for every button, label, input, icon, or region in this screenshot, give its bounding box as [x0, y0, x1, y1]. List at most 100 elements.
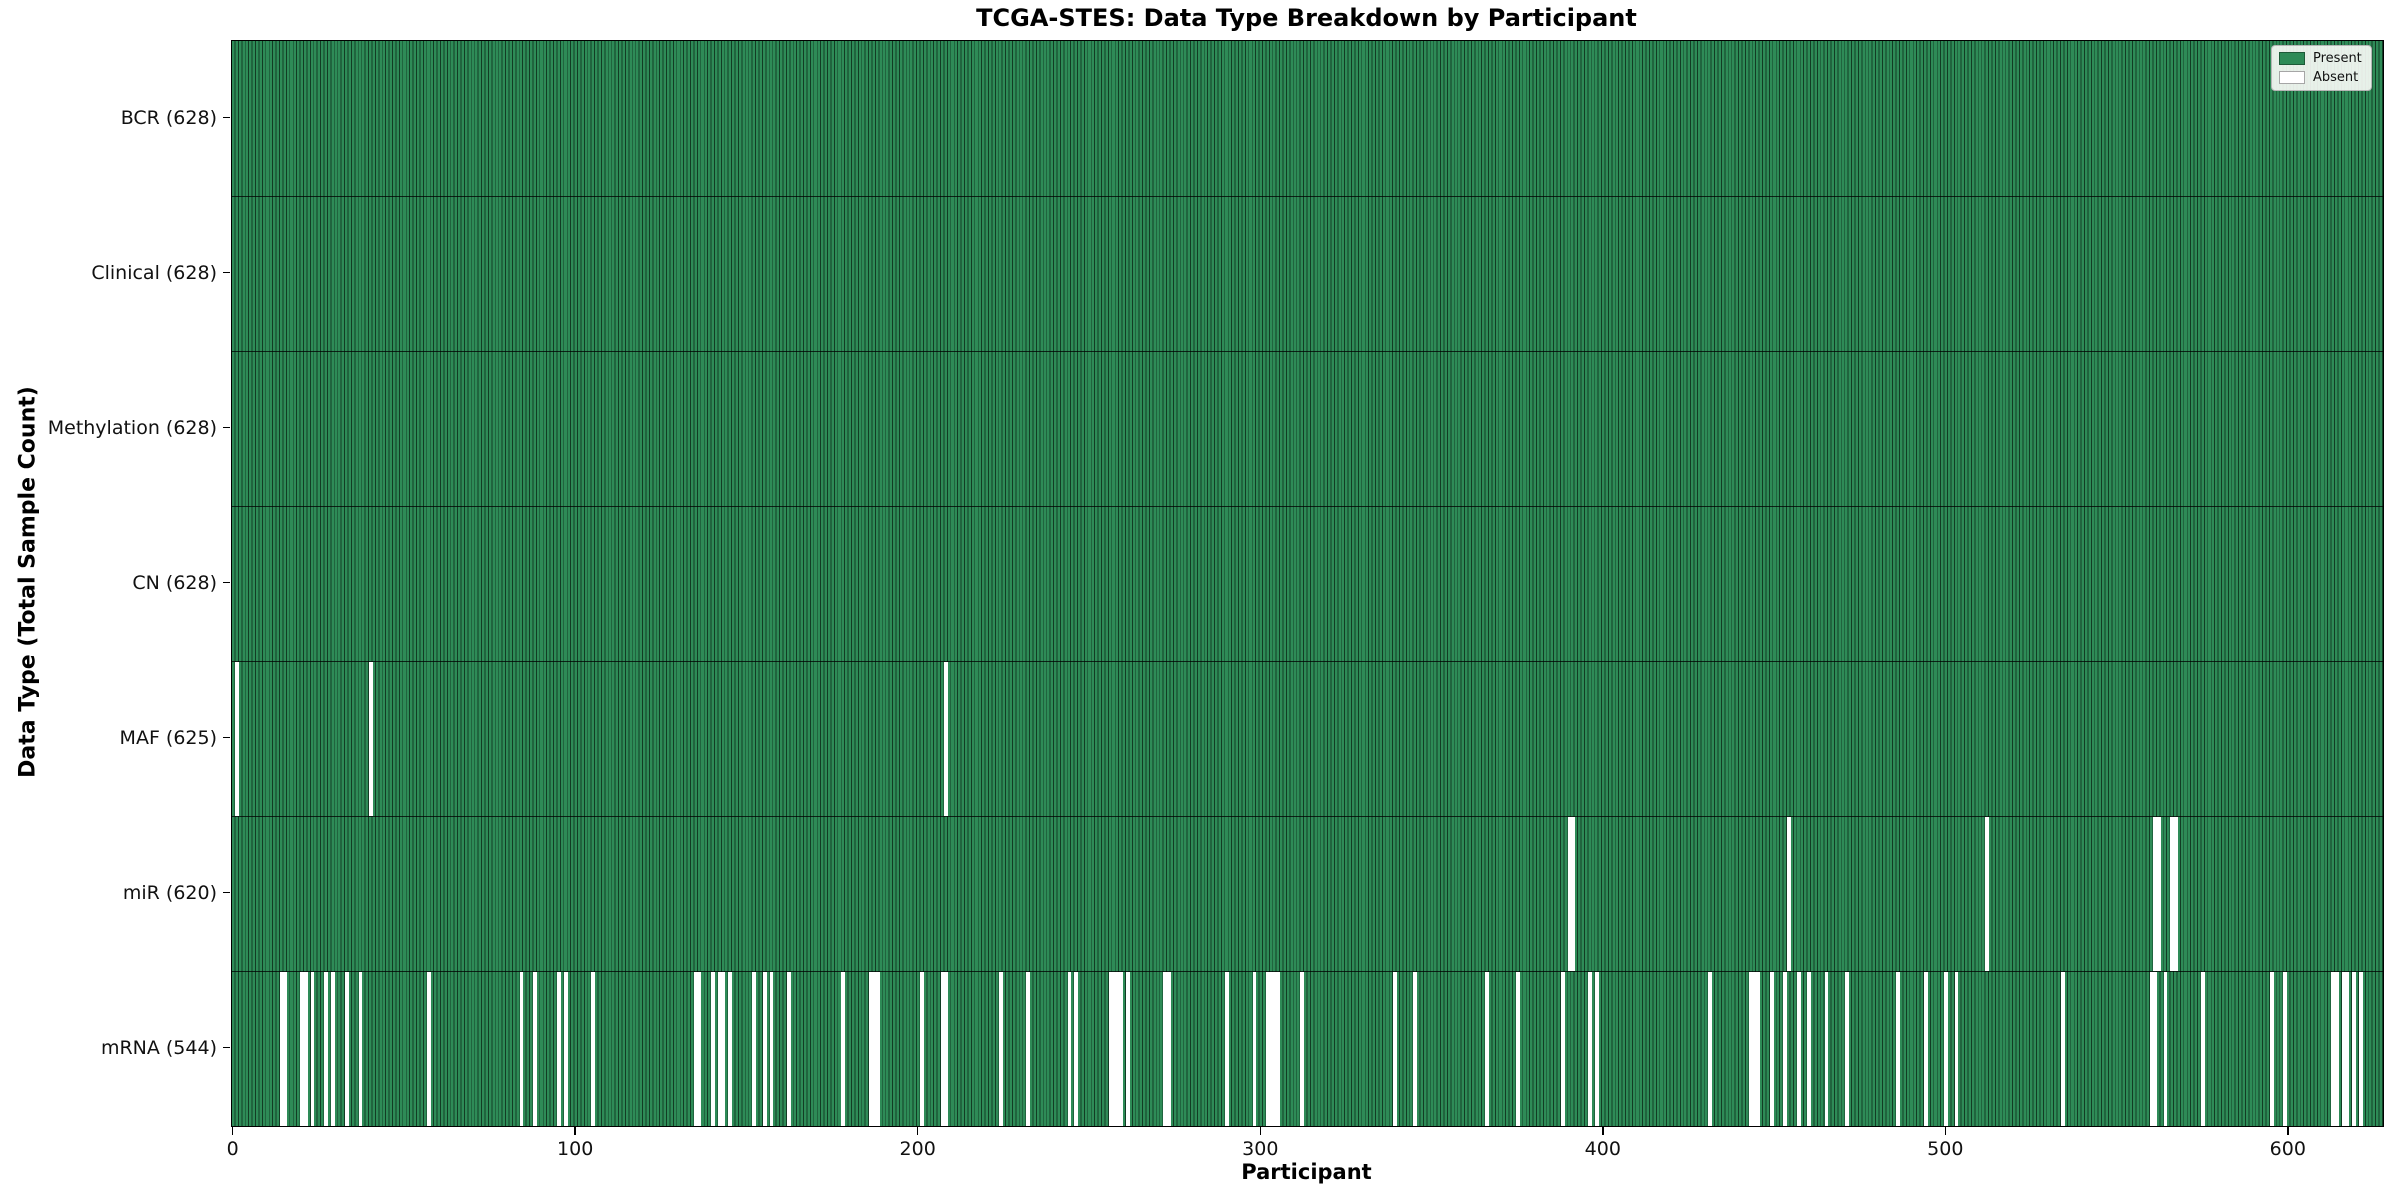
absent-stripe [1595, 972, 1599, 1126]
absent-stripe [1807, 972, 1812, 1126]
absent-stripe [920, 972, 925, 1126]
absent-stripe [1269, 972, 1274, 1126]
row-band-mir [232, 816, 2383, 971]
absent-stripe [1954, 972, 1959, 1126]
absent-stripe [2269, 972, 2274, 1126]
absent-stripe [752, 972, 757, 1126]
y-tick-label: Clinical (628) [91, 261, 217, 284]
absent-stripe [1067, 972, 1072, 1126]
x-tick-label: 400 [1584, 1138, 1621, 1160]
absent-stripe [1769, 972, 1774, 1126]
absent-stripe [999, 972, 1003, 1126]
absent-stripe [786, 972, 791, 1126]
y-tick-mark [223, 426, 230, 429]
x-tick-mark [916, 1127, 919, 1135]
absent-stripe [283, 972, 287, 1126]
absent-stripe [2341, 972, 2346, 1126]
absent-stripe [1896, 972, 1901, 1126]
absent-stripe [310, 972, 315, 1126]
absent-stripe [1166, 972, 1171, 1126]
row-band-mrna [232, 971, 2383, 1126]
absent-stripe [721, 972, 726, 1126]
absent-stripe [279, 972, 284, 1126]
absent-stripe [564, 972, 568, 1126]
row-band-cn [232, 506, 2383, 661]
y-tick-mark [223, 271, 230, 274]
absent-stripe [1273, 972, 1277, 1126]
absent-stripe [324, 972, 329, 1126]
x-tick-label: 200 [899, 1138, 936, 1160]
absent-stripe [1756, 972, 1760, 1126]
absent-stripe [2156, 817, 2161, 971]
absent-swatch [2279, 71, 2305, 84]
absent-stripe [728, 972, 733, 1126]
absent-stripe [868, 972, 873, 1126]
absent-stripe [427, 972, 431, 1126]
absent-stripe [557, 972, 562, 1126]
absent-stripe [1845, 972, 1849, 1126]
y-tick-label: BCR (628) [120, 106, 217, 129]
legend-present-label: Present [2313, 51, 2362, 66]
absent-stripe [2149, 972, 2154, 1126]
absent-stripe [1783, 972, 1788, 1126]
absent-stripe [944, 972, 949, 1126]
legend-item-present: Present [2279, 51, 2362, 66]
x-axis-label: Participant [1241, 1160, 1372, 1184]
legend-absent-label: Absent [2313, 70, 2359, 85]
x-tick-mark [231, 1127, 234, 1135]
absent-stripe [1786, 817, 1791, 971]
chart-title: TCGA-STES: Data Type Breakdown by Partic… [976, 4, 1637, 32]
absent-stripe [344, 972, 349, 1126]
absent-stripe [2170, 817, 2175, 971]
absent-stripe [2358, 972, 2363, 1126]
legend: Present Absent [2271, 45, 2372, 91]
x-tick-mark [1944, 1127, 1947, 1135]
absent-stripe [591, 972, 596, 1126]
absent-stripe [718, 972, 722, 1126]
absent-stripe [300, 972, 305, 1126]
x-tick-label: 600 [2269, 1138, 2306, 1160]
absent-stripe [769, 972, 774, 1126]
absent-stripe [1074, 972, 1079, 1126]
y-tick-mark [223, 581, 230, 584]
plot-area [231, 40, 2384, 1127]
absent-stripe [1749, 972, 1753, 1126]
x-tick-mark [1259, 1127, 1262, 1135]
absent-stripe [1413, 972, 1418, 1126]
absent-stripe [1985, 817, 1990, 971]
absent-stripe [2331, 972, 2336, 1126]
x-tick-label: 100 [557, 1138, 594, 1160]
absent-stripe [519, 972, 524, 1126]
absent-stripe [1266, 972, 1271, 1126]
y-tick-label: CN (628) [132, 571, 217, 594]
absent-stripe [694, 972, 699, 1126]
row-band-clinical [232, 196, 2383, 351]
legend-item-absent: Absent [2279, 70, 2362, 85]
absent-stripe [1026, 972, 1031, 1126]
absent-stripe [1252, 972, 1257, 1126]
x-tick-label: 300 [1242, 1138, 1279, 1160]
absent-stripe [872, 972, 877, 1126]
y-tick-mark [223, 736, 230, 739]
absent-stripe [1125, 972, 1130, 1126]
absent-stripe [875, 972, 880, 1126]
y-tick-label: miR (620) [122, 881, 217, 904]
absent-stripe [2201, 972, 2206, 1126]
absent-stripe [841, 972, 846, 1126]
absent-stripe [1824, 972, 1829, 1126]
absent-stripe [1276, 972, 1281, 1126]
absent-stripe [2351, 972, 2356, 1126]
absent-stripe [1225, 972, 1229, 1126]
absent-stripe [711, 972, 716, 1126]
x-tick-label: 0 [226, 1138, 239, 1160]
absent-stripe [1708, 972, 1712, 1126]
absent-stripe [2334, 972, 2339, 1126]
absent-stripe [2163, 972, 2168, 1126]
absent-stripe [1392, 972, 1397, 1126]
x-tick-mark [574, 1127, 576, 1135]
absent-stripe [1944, 972, 1949, 1126]
absent-stripe [1300, 972, 1305, 1126]
absent-stripe [1115, 972, 1120, 1126]
absent-stripe [1108, 972, 1113, 1126]
